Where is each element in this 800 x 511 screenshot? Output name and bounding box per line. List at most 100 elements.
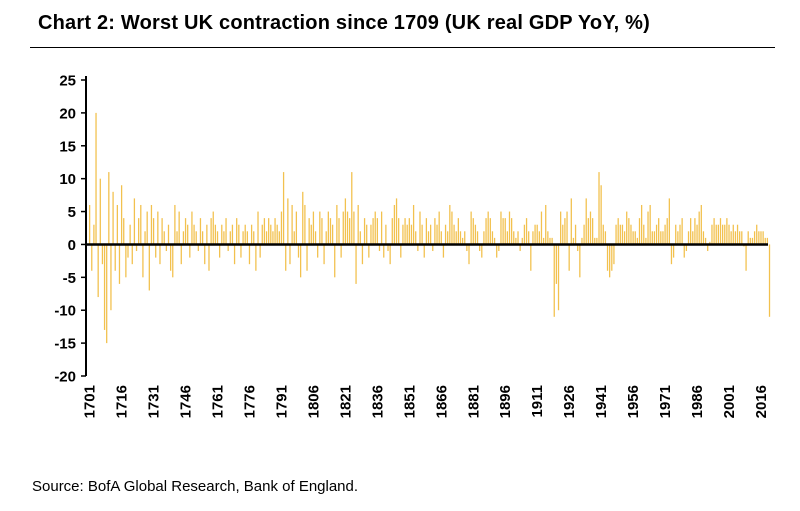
gdp-bar xyxy=(664,224,666,245)
gdp-bar xyxy=(523,224,526,245)
gdp-bar xyxy=(668,198,670,245)
gdp-bar xyxy=(457,218,459,245)
gdp-bar xyxy=(106,244,108,344)
gdp-bar xyxy=(250,224,253,245)
gdp-bar xyxy=(334,244,336,278)
gdp-bar xyxy=(675,224,677,245)
gdp-bar xyxy=(385,224,387,245)
gdp-bar xyxy=(353,211,355,245)
gdp-bar xyxy=(758,231,760,245)
gdp-bar xyxy=(108,172,110,245)
gdp-bar xyxy=(214,224,217,245)
gdp-bar xyxy=(677,231,679,245)
gdp-bar xyxy=(291,204,293,245)
gdp-bar xyxy=(212,211,214,245)
gdp-bar xyxy=(199,218,202,245)
gdp-bar xyxy=(135,244,138,252)
gdp-bar xyxy=(628,218,630,245)
gdp-bar xyxy=(227,244,229,252)
gdp-bar xyxy=(246,231,248,245)
gdp-bar xyxy=(672,244,675,258)
gdp-bar xyxy=(331,224,334,245)
gdp-bar xyxy=(138,218,140,245)
gdp-bar xyxy=(110,244,112,311)
gdp-bar xyxy=(655,224,658,245)
gdp-bar xyxy=(302,191,304,245)
gdp-bar xyxy=(455,231,457,245)
gdp-bar xyxy=(604,231,607,245)
x-tick-label: 1896 xyxy=(497,385,514,418)
gdp-bar xyxy=(159,244,161,265)
gdp-bar xyxy=(493,237,496,245)
gdp-bar xyxy=(299,244,302,278)
gdp-bar xyxy=(195,231,197,245)
gdp-bar xyxy=(436,224,438,245)
gdp-bar xyxy=(219,244,221,258)
gdp-bar xyxy=(383,244,385,258)
gdp-bar xyxy=(327,211,329,245)
gdp-bar xyxy=(393,204,396,245)
x-tick-label: 1731 xyxy=(146,385,163,418)
gdp-bar xyxy=(146,211,148,245)
gdp-bar xyxy=(359,231,361,245)
gdp-bar xyxy=(613,244,615,265)
gdp-bar xyxy=(123,218,125,245)
gdp-bar xyxy=(679,224,681,245)
gdp-bar xyxy=(638,218,641,245)
gdp-bar xyxy=(410,224,413,245)
gdp-bar xyxy=(285,244,287,271)
gdp-bar xyxy=(395,198,398,245)
gdp-bar xyxy=(653,231,656,245)
gdp-bar xyxy=(89,204,91,245)
gdp-bar xyxy=(432,244,434,252)
gdp-bar xyxy=(606,244,609,271)
gdp-bar xyxy=(131,244,133,265)
gdp-bar xyxy=(466,244,468,252)
gdp-bar xyxy=(317,244,319,258)
gdp-bar xyxy=(442,244,445,258)
x-tick-label: 2001 xyxy=(721,385,738,418)
gdp-bar xyxy=(715,224,717,245)
x-tick-label: 1776 xyxy=(241,385,258,418)
gdp-bar xyxy=(366,224,368,245)
gdp-bar xyxy=(233,244,236,265)
x-tick-label: 1806 xyxy=(305,385,322,418)
x-tick-label: 1926 xyxy=(561,385,578,418)
gdp-bar xyxy=(148,244,150,291)
gdp-bar xyxy=(734,231,737,245)
gdp-bar xyxy=(574,224,577,245)
gdp-bar xyxy=(506,231,509,245)
gdp-bar xyxy=(585,198,587,245)
y-tick-label: 5 xyxy=(68,204,76,221)
gdp-bar xyxy=(753,231,756,245)
gdp-bar xyxy=(210,218,212,245)
gdp-bar xyxy=(342,211,344,245)
gdp-bar xyxy=(609,244,611,278)
gdp-bar xyxy=(662,231,664,245)
gdp-bar xyxy=(312,211,315,245)
gdp-bar xyxy=(692,231,694,245)
gdp-bar xyxy=(238,224,240,245)
gdp-bar xyxy=(406,224,408,245)
gdp-bar xyxy=(760,231,762,245)
gdp-bar xyxy=(340,244,342,258)
gdp-bar xyxy=(398,218,400,245)
gdp-bar xyxy=(336,204,338,245)
chart-title: Chart 2: Worst UK contraction since 1709… xyxy=(38,12,650,34)
gdp-bar xyxy=(165,244,168,252)
gdp-bar xyxy=(464,231,466,245)
gdp-bar xyxy=(287,198,289,245)
gdp-bar xyxy=(163,231,165,245)
y-tick-label: -15 xyxy=(54,336,76,353)
gdp-bar xyxy=(417,244,419,252)
gdp-bar xyxy=(611,244,613,271)
gdp-bar xyxy=(193,224,195,245)
gdp-bar xyxy=(229,231,231,245)
gdp-bar xyxy=(308,218,310,245)
gdp-bar xyxy=(724,224,726,245)
gdp-bar xyxy=(666,218,668,245)
gdp-bar xyxy=(152,218,155,245)
gdp-bar xyxy=(687,231,690,245)
gdp-bar xyxy=(93,224,95,245)
gdp-bar xyxy=(596,237,598,245)
